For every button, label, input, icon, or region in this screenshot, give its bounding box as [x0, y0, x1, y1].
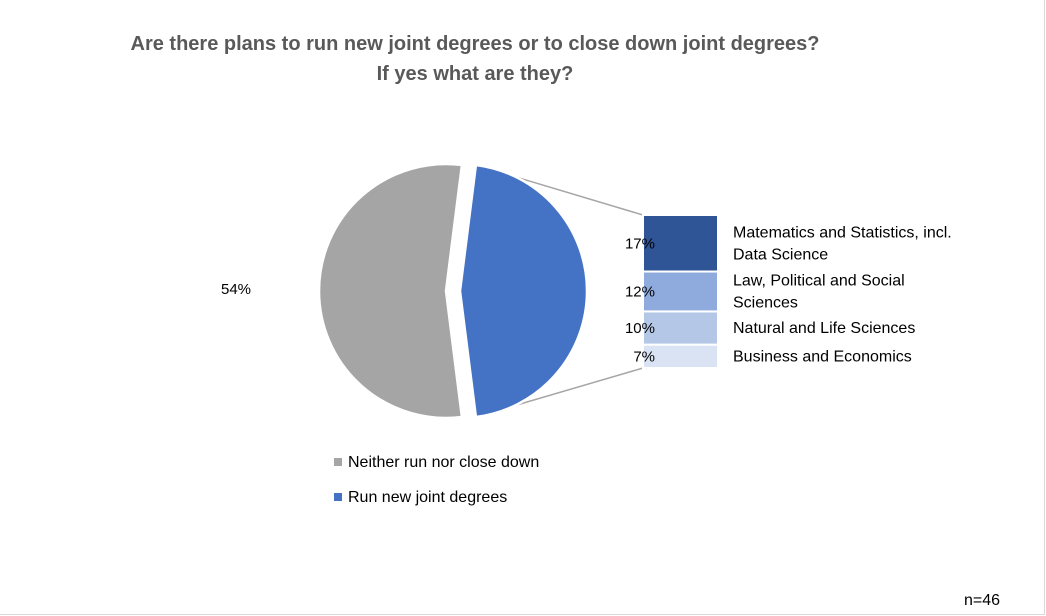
sample-size-note: n=46	[964, 592, 1000, 609]
legend-swatch	[334, 458, 342, 466]
chart-title-line-2: If yes what are they?	[377, 63, 574, 85]
bar-segment-value-label: 7%	[633, 348, 655, 365]
bar-segment-4	[642, 343, 719, 370]
bar-segment-category-label: Business and Economics	[733, 348, 912, 365]
bar-segment-category-label: Natural and Life Sciences	[733, 320, 915, 337]
pie-slice-neither	[317, 162, 464, 420]
bar-segment-1	[642, 214, 719, 273]
bar-segment-value-label: 10%	[625, 320, 655, 337]
bar-segment-value-label: 12%	[625, 284, 655, 301]
legend-swatch	[334, 493, 342, 501]
pie: 54%	[221, 162, 589, 420]
legend-label: Run new joint degrees	[348, 489, 507, 506]
bar-segment-value-label: 17%	[625, 235, 655, 252]
pie-slice-label: 54%	[221, 281, 251, 298]
bar-segment-category-label: Law, Political and Social Sciences	[733, 273, 905, 312]
stacked-bar: 17% Matematics and Statistics, incl. Data …	[625, 214, 952, 370]
chart-title: Are there plans to run new joint degrees…	[131, 33, 820, 85]
chart-title-line-1: Are there plans to run new joint degrees…	[131, 33, 820, 55]
legend-label: Neither run nor close down	[348, 454, 539, 471]
legend: Neither run nor close down Run new joint …	[334, 454, 539, 506]
bar-segment-3	[642, 310, 719, 346]
bar-segment-category-label: Matematics and Statistics, incl. Data Sci…	[733, 224, 952, 263]
pie-slice-run-new	[458, 163, 589, 419]
